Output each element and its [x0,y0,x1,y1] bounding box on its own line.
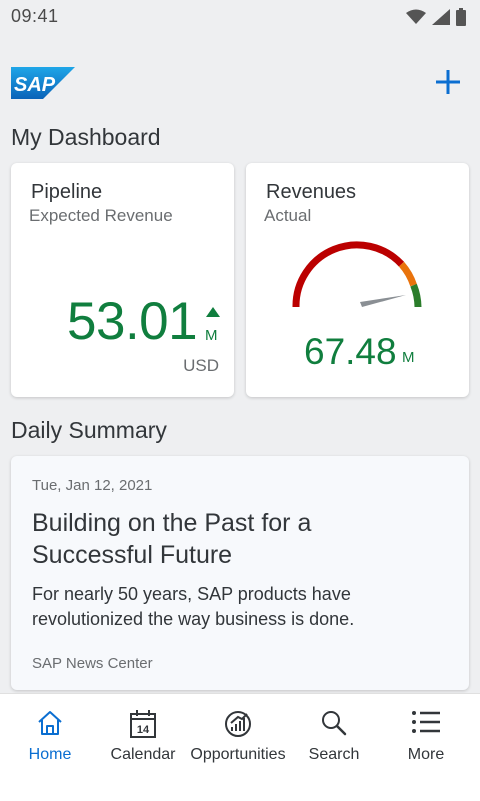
calendar-icon-day: 14 [137,724,150,736]
nav-item-opportunities[interactable]: Opportunities [190,694,286,801]
nav-item-more[interactable]: More [378,694,474,801]
revenues-scale: M [402,349,415,366]
pipeline-card[interactable]: Pipeline Expected Revenue 53.01 M USD [11,163,234,397]
bottom-nav: Home 14 Calendar Opportunities [0,693,480,801]
news-date: Tue, Jan 12, 2021 [32,477,153,494]
more-list-icon [412,711,440,733]
nav-label-search: Search [308,746,360,763]
nav-label-opportunities: Opportunities [190,746,286,763]
status-icons [406,8,466,26]
pipeline-title: Pipeline [31,181,103,203]
news-card[interactable]: Tue, Jan 12, 2021 Building on the Past f… [11,456,469,690]
nav-label-more: More [407,746,445,763]
battery-icon [456,8,466,26]
dashboard-title: My Dashboard [11,124,161,150]
gauge-red-segment [292,241,405,308]
status-time: 09:41 [11,6,59,26]
search-icon [322,711,347,736]
calendar-icon: 14 [130,710,156,738]
plus-icon [436,70,460,94]
revenues-title: Revenues [266,181,357,203]
pipeline-scale: M [205,327,218,344]
revenue-gauge [292,241,422,308]
pipeline-subtitle: Expected Revenue [29,206,173,225]
news-body: For nearly 50 years, SAP products have r… [32,584,355,629]
nav-label-calendar: Calendar [110,746,176,763]
nav-item-calendar[interactable]: 14 Calendar [95,694,191,801]
revenues-card[interactable]: Revenues Actual 67.48 M [246,163,469,397]
nav-label-home: Home [28,746,72,763]
wifi-icon [406,9,426,24]
signal-icon [432,9,450,25]
revenues-value: 67.48 [304,331,397,372]
nav-item-home[interactable]: Home [2,694,98,801]
home-icon [38,711,62,735]
summary-title: Daily Summary [11,417,167,443]
gauge-needle [360,295,406,307]
sap-logo-text: SAP [14,74,56,96]
gauge-green-segment [410,283,422,308]
add-button[interactable] [432,66,464,98]
pipeline-unit: USD [183,356,219,375]
opportunities-icon [225,711,251,737]
revenues-subtitle: Actual [264,206,312,225]
trend-up-icon [206,307,220,317]
sap-logo: SAP [11,67,75,99]
status-bar: 09:41 [0,0,480,34]
news-headline: Building on the Past for a Successful Fu… [32,509,312,569]
nav-item-search[interactable]: Search [286,694,382,801]
news-source: SAP News Center [32,655,153,672]
pipeline-value: 53.01 [67,292,198,351]
gauge-orange-segment [398,261,417,287]
